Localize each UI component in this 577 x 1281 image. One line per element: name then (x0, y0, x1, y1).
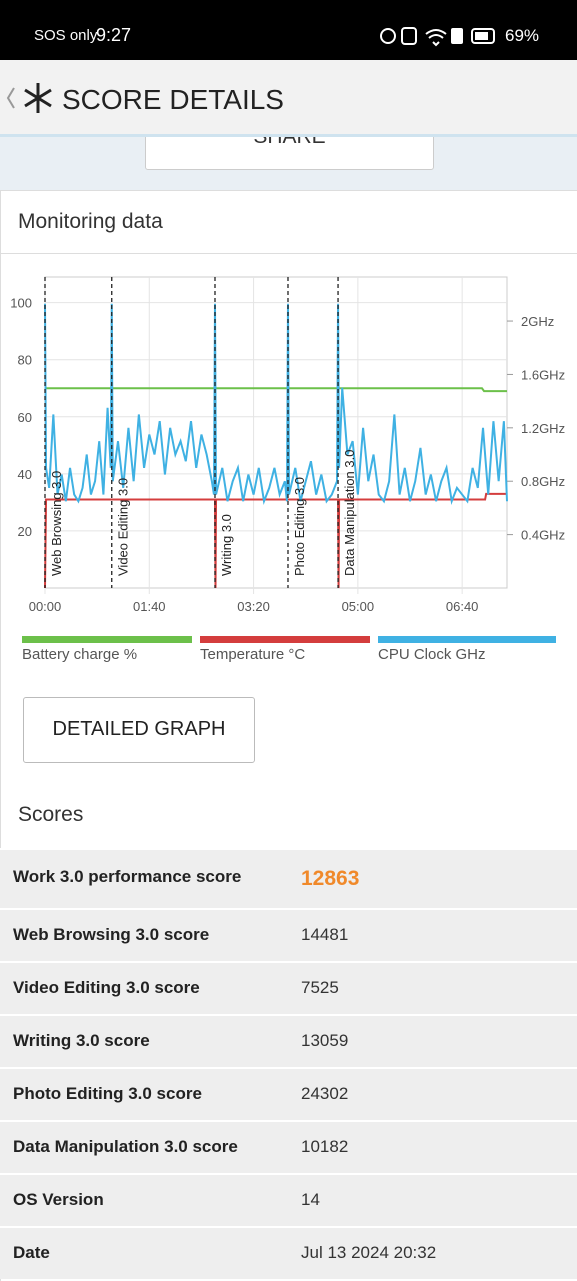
y-tick-label: 60 (18, 410, 32, 425)
score-value: 12863 (301, 867, 360, 890)
legend-swatch (200, 636, 370, 643)
y-tick-label: 40 (18, 467, 32, 482)
score-value: 14481 (301, 925, 349, 944)
x-tick-label: 06:40 (446, 599, 479, 614)
phase-label: Writing 3.0 (219, 514, 234, 576)
series-line (46, 387, 507, 393)
clock: 9:27 (96, 25, 132, 45)
score-value: 14 (301, 1190, 320, 1209)
y-tick-label: 20 (18, 524, 32, 539)
x-tick-label: 01:40 (133, 599, 166, 614)
legend-swatch (22, 636, 192, 643)
legend-label: Battery charge % (22, 646, 138, 663)
score-row: Photo Editing 3.0 score 24302 (0, 1067, 577, 1120)
y2-tick-label: 0.8GHz (521, 474, 565, 489)
page-title: SCORE DETAILS (62, 84, 284, 115)
score-row: Video Editing 3.0 score 7525 (0, 961, 577, 1014)
score-row: Data Manipulation 3.0 score 10182 (0, 1120, 577, 1173)
divider (0, 253, 577, 254)
status-bar: SOS only 9:27 69% (0, 0, 577, 60)
score-name: Writing 3.0 score (13, 1031, 150, 1050)
y2-tick-label: 0.4GHz (521, 528, 565, 543)
score-name: Data Manipulation 3.0 score (13, 1137, 238, 1156)
y2-tick-label: 2GHz (521, 314, 554, 329)
score-row: Work 3.0 performance score 12863 (0, 848, 577, 908)
status-icons (380, 27, 495, 47)
score-name: Date (13, 1243, 50, 1262)
plot-area (44, 276, 508, 589)
score-name: Video Editing 3.0 score (13, 978, 200, 997)
button-label: DETAILED GRAPH (52, 718, 226, 740)
monitoring-chart: 20 40 60 80 100 0.4GHz 0.8GHz 1.2GHz 1.6GHz 2GHz 0… (10, 276, 565, 614)
series-line (44, 492, 507, 589)
score-value: 10182 (301, 1137, 349, 1156)
phase-label: Data Manipulation 3.0 (342, 450, 357, 576)
back-logo[interactable] (4, 80, 60, 116)
section-title: Monitoring data (18, 210, 163, 233)
score-name: Work 3.0 performance score (13, 867, 242, 886)
legend-swatch (378, 636, 556, 643)
score-row: Web Browsing 3.0 score 14481 (0, 908, 577, 961)
score-value: Jul 13 2024 20:32 (301, 1243, 437, 1262)
carrier: SOS only (34, 27, 98, 44)
app-header: SCORE DETAILS (0, 60, 577, 137)
score-value: 13059 (301, 1031, 349, 1050)
phase-label: Photo Editing 3.0 (292, 477, 307, 576)
score-name: Photo Editing 3.0 score (13, 1084, 202, 1103)
phase-label: Video Editing 3.0 (116, 478, 131, 576)
score-row: Date Jul 13 2024 20:32 (0, 1226, 577, 1279)
y2-tick-label: 1.2GHz (521, 421, 565, 436)
score-value: 24302 (301, 1084, 349, 1103)
detailed-graph-button[interactable]: DETAILED GRAPH (23, 697, 255, 763)
legend-label: CPU Clock GHz (378, 646, 486, 663)
score-name: OS Version (13, 1190, 104, 1209)
x-tick-label: 05:00 (342, 599, 375, 614)
section-title: Scores (18, 803, 84, 826)
score-name: Web Browsing 3.0 score (13, 925, 210, 944)
battery-level: 69% (505, 26, 540, 45)
y-tick-label: 80 (18, 353, 32, 368)
score-row: Writing 3.0 score 13059 (0, 1014, 577, 1067)
y2-tick-label: 1.6GHz (521, 367, 565, 382)
x-tick-label: 03:20 (237, 599, 270, 614)
y-tick-label: 100 (10, 296, 32, 311)
phase-label: Web Browsing 3.0 (49, 471, 64, 576)
legend-label: Temperature °C (200, 646, 306, 663)
series-line (44, 303, 508, 506)
x-tick-label: 00:00 (29, 599, 62, 614)
score-value: 7525 (301, 978, 339, 997)
score-row: OS Version 14 (0, 1173, 577, 1226)
